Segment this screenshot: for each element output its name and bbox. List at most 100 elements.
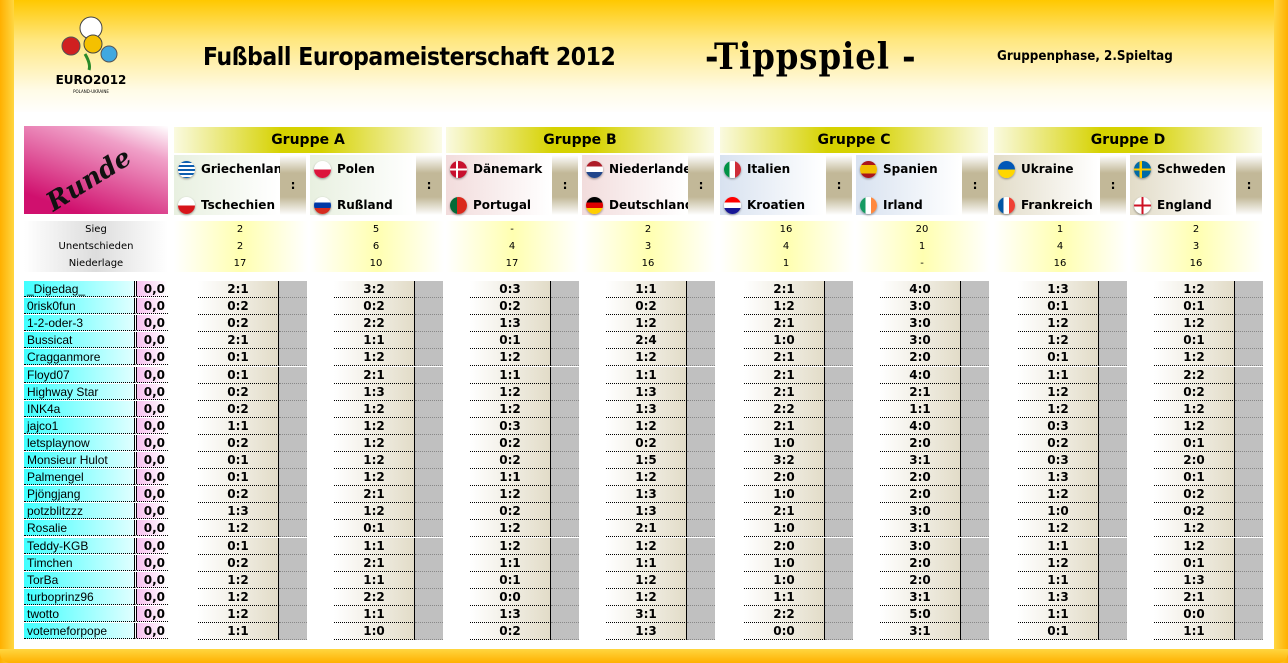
result-cell[interactable]: [1099, 520, 1127, 538]
result-cell[interactable]: [687, 315, 715, 333]
tip-cell[interactable]: 1:3: [1018, 281, 1099, 298]
player-name[interactable]: 1-2-oder-3: [24, 315, 134, 332]
tip-cell[interactable]: 0:1: [1154, 298, 1235, 316]
tip-cell[interactable]: 1:2: [1154, 400, 1235, 418]
tip-cell[interactable]: 2:0: [880, 571, 961, 589]
tip-cell[interactable]: 1:3: [606, 503, 687, 521]
result-cell[interactable]: [415, 298, 443, 316]
result-cell[interactable]: [1099, 469, 1127, 487]
result-cell[interactable]: [961, 588, 989, 606]
tip-cell[interactable]: 1:0: [744, 332, 825, 350]
tip-cell[interactable]: 2:2: [744, 605, 825, 623]
result-cell[interactable]: [279, 503, 307, 521]
result-cell[interactable]: [1235, 503, 1263, 521]
tip-cell[interactable]: 1:1: [606, 554, 687, 572]
tip-cell[interactable]: 1:2: [334, 417, 415, 435]
result-cell[interactable]: [415, 417, 443, 435]
tip-cell[interactable]: 1:1: [334, 605, 415, 623]
tip-cell[interactable]: 1:2: [1154, 520, 1235, 538]
result-cell[interactable]: [551, 605, 579, 623]
result-cell[interactable]: [551, 520, 579, 538]
tip-cell[interactable]: 2:1: [606, 520, 687, 538]
result-cell[interactable]: [551, 537, 579, 555]
tip-cell[interactable]: 0:2: [606, 434, 687, 452]
result-cell[interactable]: [687, 571, 715, 589]
tip-cell[interactable]: 1:2: [334, 469, 415, 487]
tip-cell[interactable]: 0:1: [1018, 298, 1099, 316]
result-cell[interactable]: [961, 520, 989, 538]
result-cell[interactable]: [279, 366, 307, 384]
result-cell[interactable]: [961, 281, 989, 298]
tip-cell[interactable]: 0:2: [470, 623, 551, 640]
tip-cell[interactable]: 0:2: [1018, 434, 1099, 452]
result-cell[interactable]: [961, 469, 989, 487]
result-cell[interactable]: [825, 503, 853, 521]
result-cell[interactable]: [279, 571, 307, 589]
tip-cell[interactable]: 1:3: [334, 383, 415, 401]
tip-cell[interactable]: 1:2: [606, 537, 687, 555]
player-name[interactable]: twotto: [24, 605, 134, 622]
player-name[interactable]: Monsieur Hulot: [24, 452, 134, 468]
result-cell[interactable]: [961, 537, 989, 555]
result-cell[interactable]: [687, 554, 715, 572]
result-cell[interactable]: [1235, 400, 1263, 418]
tip-cell[interactable]: 0:1: [1154, 469, 1235, 487]
tip-cell[interactable]: 1:2: [606, 571, 687, 589]
tip-cell[interactable]: 1:1: [1018, 605, 1099, 623]
player-name[interactable]: Rosalie: [24, 520, 134, 537]
result-cell[interactable]: [279, 400, 307, 418]
tip-cell[interactable]: 2:1: [744, 315, 825, 333]
player-name[interactable]: _Digedag_: [24, 281, 134, 297]
tip-cell[interactable]: 1:2: [470, 537, 551, 555]
tip-cell[interactable]: 0:2: [198, 383, 279, 401]
tip-cell[interactable]: 0:1: [1018, 349, 1099, 367]
result-cell[interactable]: [1235, 383, 1263, 401]
result-cell[interactable]: [415, 503, 443, 521]
tip-cell[interactable]: 0:1: [470, 571, 551, 589]
tip-cell[interactable]: 1:3: [1018, 588, 1099, 606]
result-cell[interactable]: [687, 332, 715, 350]
tip-cell[interactable]: 0:0: [744, 623, 825, 640]
tip-cell[interactable]: 1:3: [470, 605, 551, 623]
tip-cell[interactable]: 3:0: [880, 537, 961, 555]
result-cell[interactable]: [415, 349, 443, 367]
result-cell[interactable]: [825, 332, 853, 350]
tip-cell[interactable]: 2:1: [334, 486, 415, 504]
result-cell[interactable]: [825, 588, 853, 606]
result-cell[interactable]: [961, 434, 989, 452]
result-cell[interactable]: [415, 400, 443, 418]
tip-cell[interactable]: 1:2: [198, 571, 279, 589]
result-cell[interactable]: [825, 571, 853, 589]
result-cell[interactable]: [961, 452, 989, 469]
player-name[interactable]: votemeforpope: [24, 623, 134, 639]
result-cell[interactable]: [687, 417, 715, 435]
result-cell[interactable]: [825, 623, 853, 640]
result-cell[interactable]: [825, 554, 853, 572]
result-cell[interactable]: [687, 486, 715, 504]
tip-cell[interactable]: 1:2: [1018, 554, 1099, 572]
result-cell[interactable]: [279, 623, 307, 640]
result-cell[interactable]: [1099, 281, 1127, 298]
result-cell[interactable]: [1235, 332, 1263, 350]
result-cell[interactable]: [279, 554, 307, 572]
tip-cell[interactable]: 1:1: [1154, 623, 1235, 640]
tip-cell[interactable]: 0:2: [334, 298, 415, 316]
tip-cell[interactable]: 2:2: [1154, 366, 1235, 384]
result-cell[interactable]: [961, 366, 989, 384]
tip-cell[interactable]: 2:1: [198, 281, 279, 298]
tip-cell[interactable]: 0:1: [198, 349, 279, 367]
result-cell[interactable]: [1099, 452, 1127, 469]
tip-cell[interactable]: 0:1: [1154, 332, 1235, 350]
result-cell[interactable]: [551, 486, 579, 504]
result-cell[interactable]: [1099, 486, 1127, 504]
player-name[interactable]: letsplaynow: [24, 434, 134, 451]
tip-cell[interactable]: 1:1: [198, 417, 279, 435]
result-cell[interactable]: [961, 383, 989, 401]
tip-cell[interactable]: 3:1: [880, 520, 961, 538]
result-cell[interactable]: [279, 605, 307, 623]
result-cell[interactable]: [1099, 366, 1127, 384]
result-cell[interactable]: [551, 281, 579, 298]
result-cell[interactable]: [415, 623, 443, 640]
tip-cell[interactable]: 4:0: [880, 417, 961, 435]
tip-cell[interactable]: 3:2: [744, 452, 825, 469]
